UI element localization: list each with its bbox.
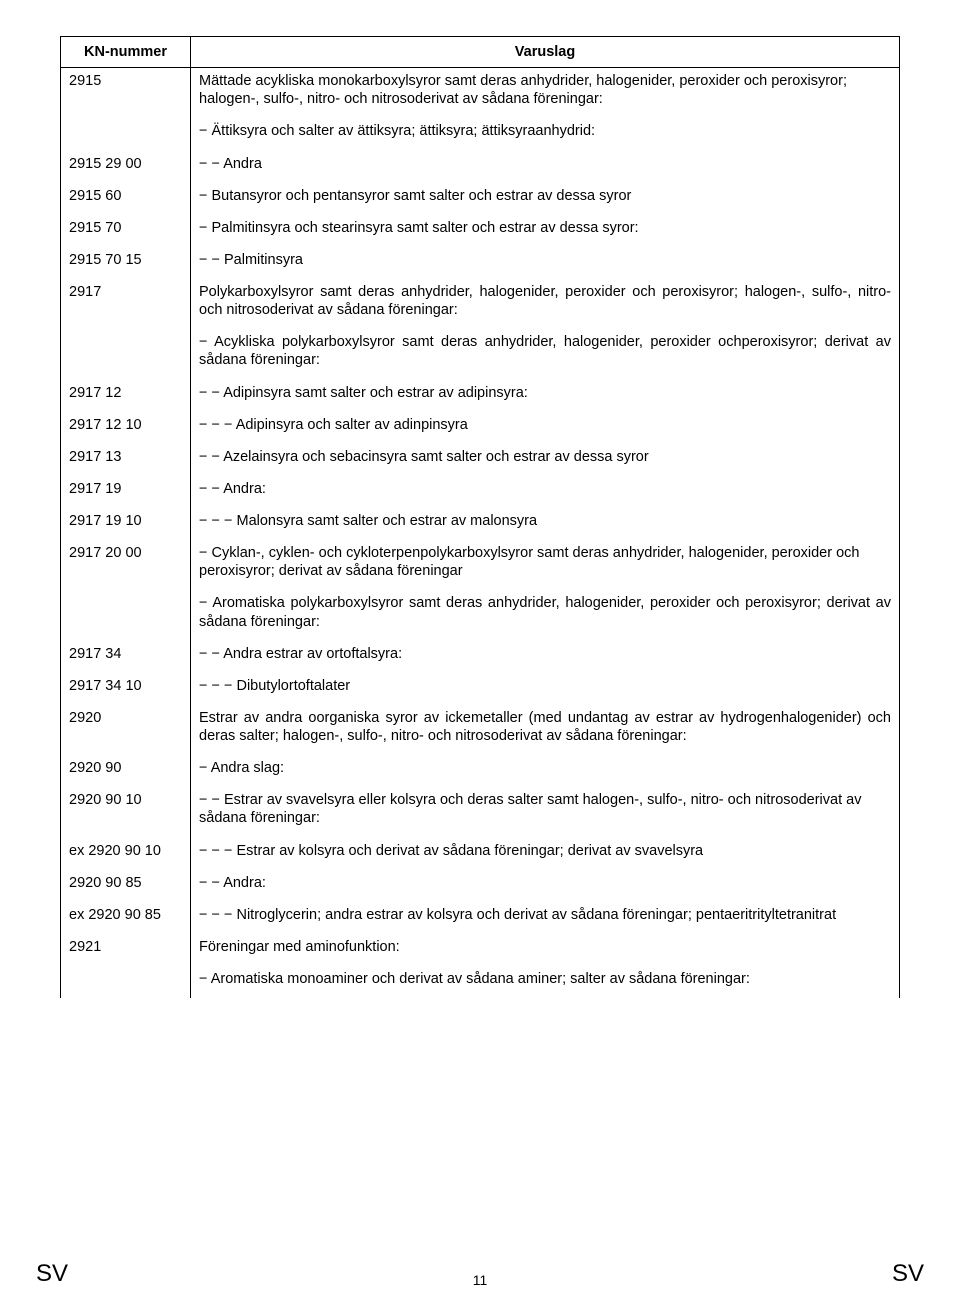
- table-row: 2920Estrar av andra oorganiska syror av …: [61, 705, 900, 755]
- footer-right: SV: [892, 1260, 924, 1288]
- table-row: 2920 90 85− − Andra:: [61, 870, 900, 902]
- page-footer: SV 11 SV: [0, 1260, 960, 1288]
- kn-cell: 2917 34 10: [61, 673, 191, 705]
- kn-cell: [61, 329, 191, 379]
- desc-cell: − − Andra: [191, 151, 900, 183]
- kn-cell: 2915: [61, 68, 191, 119]
- table-row: − Ättiksyra och salter av ättiksyra; ätt…: [61, 118, 900, 150]
- kn-cell: ex 2920 90 10: [61, 838, 191, 870]
- kn-cell: 2915 60: [61, 183, 191, 215]
- kn-cell: ex 2920 90 85: [61, 902, 191, 934]
- desc-cell: − − Andra:: [191, 870, 900, 902]
- table-row: ex 2920 90 10− − − Estrar av kolsyra och…: [61, 838, 900, 870]
- table-body: 2915Mättade acykliska monokarboxylsyror …: [61, 68, 900, 999]
- kn-cell: 2917 12: [61, 380, 191, 412]
- table-row: 2920 90− Andra slag:: [61, 755, 900, 787]
- kn-cell: 2917 20 00: [61, 540, 191, 590]
- desc-cell: Estrar av andra oorganiska syror av icke…: [191, 705, 900, 755]
- kn-cell: 2917 13: [61, 444, 191, 476]
- desc-cell: − − Andra estrar av ortoftalsyra:: [191, 641, 900, 673]
- desc-cell: − − Azelainsyra och sebacinsyra samt sal…: [191, 444, 900, 476]
- desc-cell: − Butansyror och pentansyror samt salter…: [191, 183, 900, 215]
- table-row: 2917 34 10− − − Dibutylortoftalater: [61, 673, 900, 705]
- table-row: 2915Mättade acykliska monokarboxylsyror …: [61, 68, 900, 119]
- desc-cell: − − − Estrar av kolsyra och derivat av s…: [191, 838, 900, 870]
- table-row: 2917 13− − Azelainsyra och sebacinsyra s…: [61, 444, 900, 476]
- table-row: − Aromatiska monoaminer och derivat av s…: [61, 966, 900, 998]
- desc-cell: − Acykliska polykarboxylsyror samt deras…: [191, 329, 900, 379]
- kn-cell: 2917 19: [61, 476, 191, 508]
- table-row: 2921Föreningar med aminofunktion:: [61, 934, 900, 966]
- desc-cell: Mättade acykliska monokarboxylsyror samt…: [191, 68, 900, 119]
- table-row: 2915 70 15− − Palmitinsyra: [61, 247, 900, 279]
- table-header-row: KN-nummer Varuslag: [61, 37, 900, 68]
- table-row: 2917 12− − Adipinsyra samt salter och es…: [61, 380, 900, 412]
- desc-cell: − − Andra:: [191, 476, 900, 508]
- kn-cell: 2915 70 15: [61, 247, 191, 279]
- kn-cell: 2920 90 85: [61, 870, 191, 902]
- kn-cell: [61, 118, 191, 150]
- desc-cell: − − Estrar av svavelsyra eller kolsyra o…: [191, 787, 900, 837]
- header-kn: KN-nummer: [61, 37, 191, 68]
- header-varuslag: Varuslag: [191, 37, 900, 68]
- kn-cell: [61, 966, 191, 998]
- desc-cell: − − Palmitinsyra: [191, 247, 900, 279]
- kn-cell: 2915 70: [61, 215, 191, 247]
- desc-cell: − Cyklan-, cyklen- och cykloterpenpolyka…: [191, 540, 900, 590]
- desc-cell: − Palmitinsyra och stearinsyra samt salt…: [191, 215, 900, 247]
- table-row: ex 2920 90 85− − − Nitroglycerin; andra …: [61, 902, 900, 934]
- desc-cell: − Aromatiska monoaminer och derivat av s…: [191, 966, 900, 998]
- kn-cell: 2921: [61, 934, 191, 966]
- kn-cell: 2915 29 00: [61, 151, 191, 183]
- desc-cell: − − − Dibutylortoftalater: [191, 673, 900, 705]
- kn-table: KN-nummer Varuslag 2915Mättade acykliska…: [60, 36, 900, 998]
- kn-cell: 2917 12 10: [61, 412, 191, 444]
- table-row: 2917 20 00− Cyklan-, cyklen- och cyklote…: [61, 540, 900, 590]
- kn-cell: 2917 19 10: [61, 508, 191, 540]
- desc-cell: − − Adipinsyra samt salter och estrar av…: [191, 380, 900, 412]
- table-row: 2917Polykarboxylsyror samt deras anhydri…: [61, 279, 900, 329]
- desc-cell: − Andra slag:: [191, 755, 900, 787]
- kn-cell: 2920 90 10: [61, 787, 191, 837]
- kn-cell: [61, 590, 191, 640]
- desc-cell: − − − Adipinsyra och salter av adinpinsy…: [191, 412, 900, 444]
- footer-page-number: 11: [473, 1272, 488, 1288]
- footer-left: SV: [36, 1260, 68, 1288]
- table-row: − Aromatiska polykarboxylsyror samt dera…: [61, 590, 900, 640]
- table-row: 2915 29 00− − Andra: [61, 151, 900, 183]
- table-row: 2915 70− Palmitinsyra och stearinsyra sa…: [61, 215, 900, 247]
- page: KN-nummer Varuslag 2915Mättade acykliska…: [0, 0, 960, 1306]
- kn-cell: 2920: [61, 705, 191, 755]
- desc-cell: − − − Malonsyra samt salter och estrar a…: [191, 508, 900, 540]
- desc-cell: − Aromatiska polykarboxylsyror samt dera…: [191, 590, 900, 640]
- desc-cell: Polykarboxylsyror samt deras anhydrider,…: [191, 279, 900, 329]
- desc-cell: − Ättiksyra och salter av ättiksyra; ätt…: [191, 118, 900, 150]
- table-row: 2917 34− − Andra estrar av ortoftalsyra:: [61, 641, 900, 673]
- table-row: 2917 19 10− − − Malonsyra samt salter oc…: [61, 508, 900, 540]
- kn-cell: 2920 90: [61, 755, 191, 787]
- table-row: 2915 60− Butansyror och pentansyror samt…: [61, 183, 900, 215]
- kn-cell: 2917: [61, 279, 191, 329]
- desc-cell: Föreningar med aminofunktion:: [191, 934, 900, 966]
- table-row: 2917 19− − Andra:: [61, 476, 900, 508]
- table-row: 2920 90 10− − Estrar av svavelsyra eller…: [61, 787, 900, 837]
- kn-cell: 2917 34: [61, 641, 191, 673]
- table-row: 2917 12 10− − − Adipinsyra och salter av…: [61, 412, 900, 444]
- desc-cell: − − − Nitroglycerin; andra estrar av kol…: [191, 902, 900, 934]
- table-row: − Acykliska polykarboxylsyror samt deras…: [61, 329, 900, 379]
